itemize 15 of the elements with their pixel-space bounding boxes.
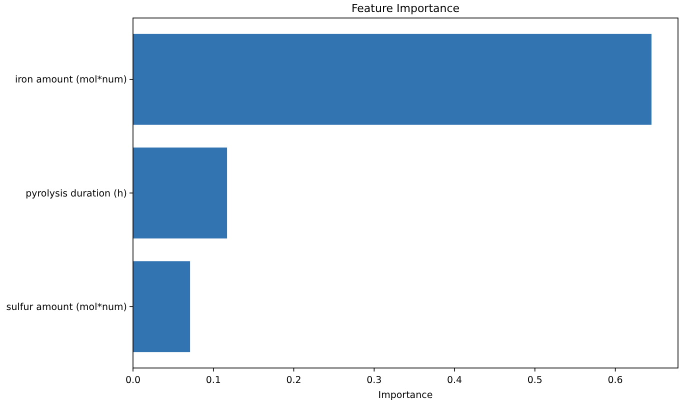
bar bbox=[133, 148, 228, 238]
y-tick-label: iron amount (mol*num) bbox=[14, 74, 127, 86]
x-axis-title: Importance bbox=[378, 390, 433, 401]
bar bbox=[133, 34, 652, 125]
y-tick-label: sulfur amount (mol*num) bbox=[6, 302, 127, 313]
x-tick-label: 0.2 bbox=[286, 375, 302, 386]
x-tick-label: 0.6 bbox=[608, 375, 623, 386]
bar bbox=[133, 261, 190, 352]
x-tick-label: 0.4 bbox=[446, 375, 462, 386]
x-tick-label: 0.5 bbox=[527, 375, 542, 386]
x-tick-label: 0.3 bbox=[366, 375, 382, 386]
x-tick-label: 0.1 bbox=[206, 375, 221, 386]
chart-title: Feature Importance bbox=[351, 2, 460, 15]
y-tick-label: pyrolysis duration (h) bbox=[26, 188, 127, 200]
x-tick-label: 0.0 bbox=[125, 375, 141, 386]
